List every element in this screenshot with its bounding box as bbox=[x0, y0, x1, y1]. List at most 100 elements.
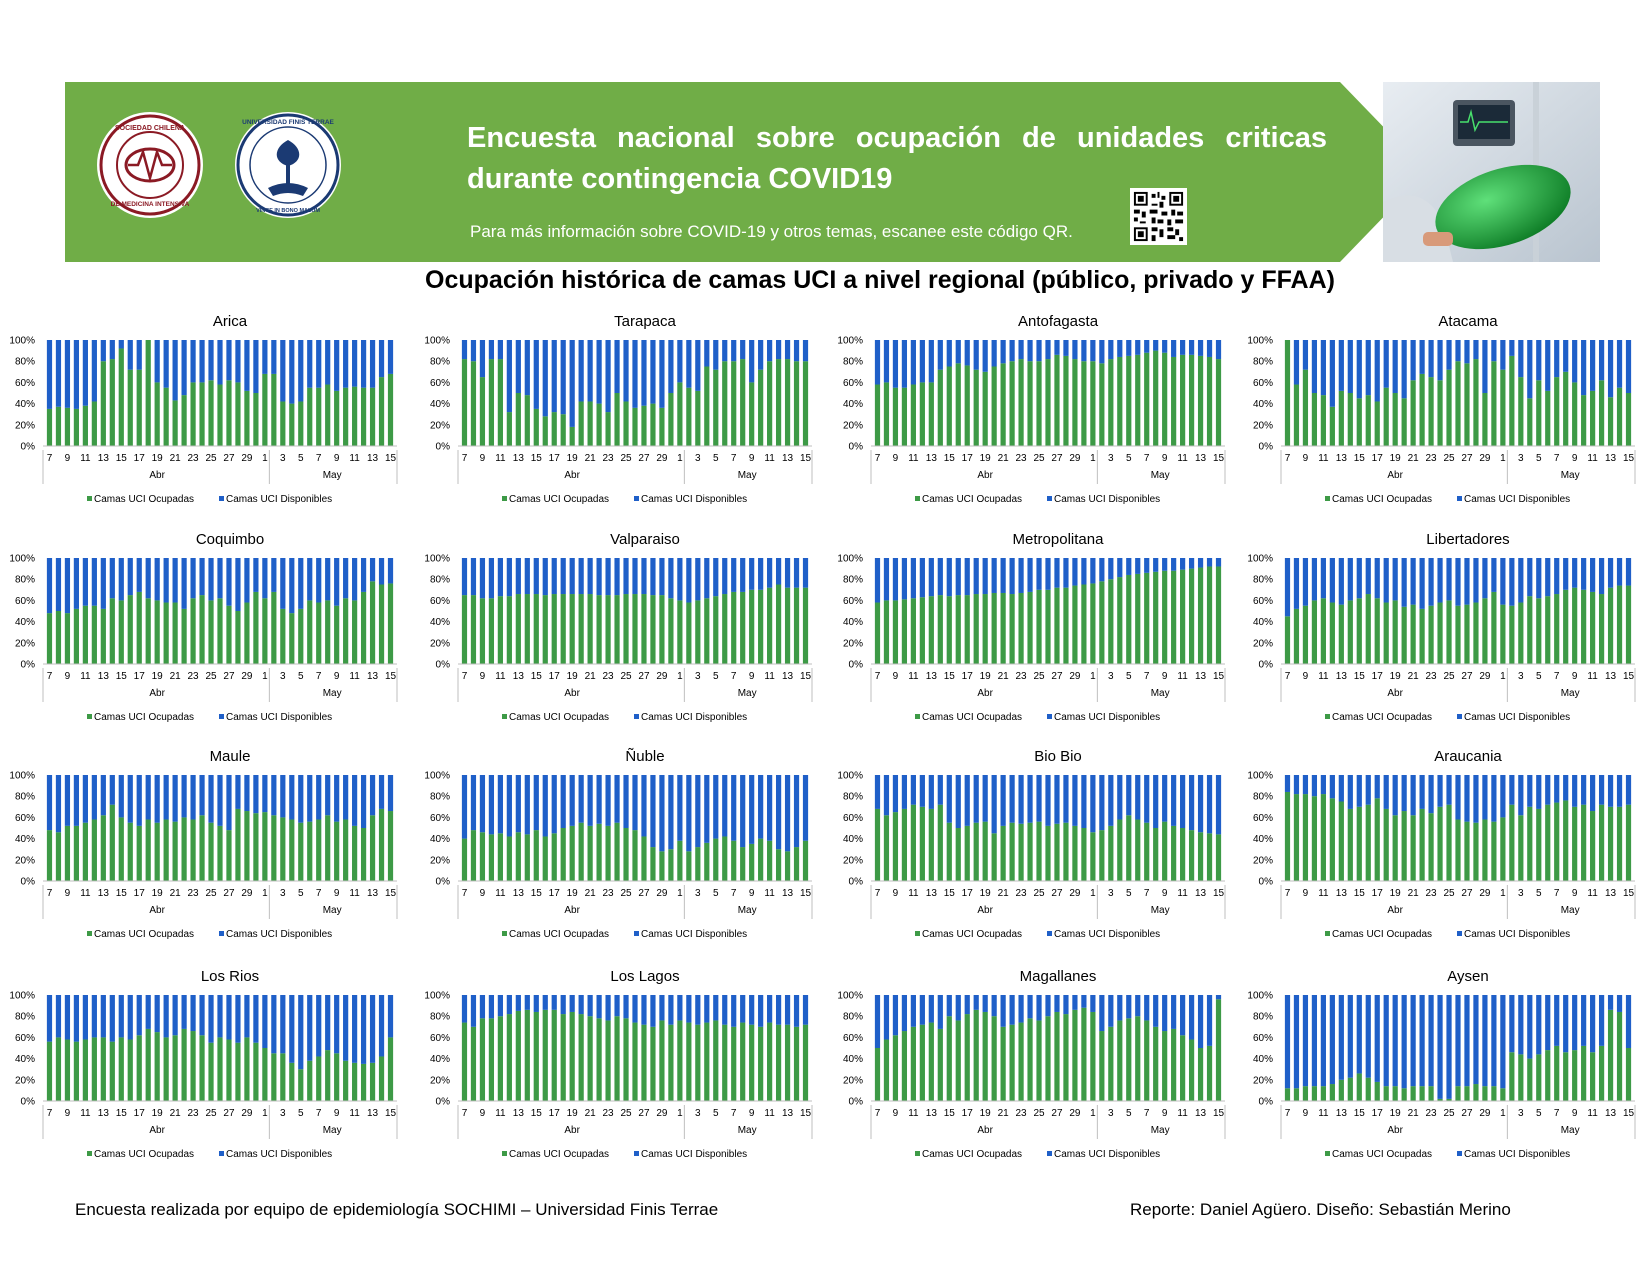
bar-available bbox=[64, 340, 71, 408]
bar-occupied bbox=[1392, 393, 1398, 446]
bar-available bbox=[1365, 995, 1371, 1078]
bar-occupied bbox=[280, 401, 286, 446]
bar-occupied bbox=[1284, 340, 1291, 446]
y-tick-label: 80% bbox=[843, 575, 863, 586]
x-tick-label: 11 bbox=[495, 1108, 506, 1119]
legend-label: Camas UCI Disponibles bbox=[1054, 494, 1160, 505]
bar-occupied bbox=[1383, 808, 1389, 881]
bar-available bbox=[740, 775, 746, 848]
x-tick-label: 9 bbox=[1572, 888, 1578, 899]
x-tick-label: 7 bbox=[316, 1108, 322, 1119]
x-tick-label: 19 bbox=[980, 671, 992, 682]
bar-occupied bbox=[1206, 566, 1213, 664]
x-tick-label: 9 bbox=[1572, 671, 1578, 682]
svg-text:DE MEDICINA INTENSIVA: DE MEDICINA INTENSIVA bbox=[111, 201, 190, 208]
x-tick-label: 15 bbox=[531, 671, 543, 682]
bar-occupied bbox=[722, 1024, 728, 1101]
x-group-label: May bbox=[1561, 470, 1580, 481]
bar-available bbox=[280, 558, 286, 609]
bar-available bbox=[1607, 340, 1614, 398]
bar-available bbox=[623, 558, 629, 595]
bar-available bbox=[1581, 340, 1587, 396]
x-tick-label: 17 bbox=[134, 1108, 146, 1119]
qr-code-icon[interactable] bbox=[1130, 188, 1187, 245]
bar-occupied bbox=[722, 361, 728, 446]
x-tick-label: 29 bbox=[1069, 888, 1081, 899]
bar-available bbox=[641, 558, 647, 595]
bar-available bbox=[775, 558, 782, 585]
x-tick-label: 13 bbox=[98, 1108, 110, 1119]
x-tick-label: 7 bbox=[731, 453, 737, 464]
bar-available bbox=[1320, 340, 1326, 396]
x-tick-label: 21 bbox=[1408, 671, 1420, 682]
bar-occupied bbox=[524, 834, 530, 881]
x-tick-label: 5 bbox=[713, 453, 719, 464]
x-tick-label: 5 bbox=[1536, 671, 1542, 682]
bar-available bbox=[334, 775, 340, 822]
x-tick-label: 21 bbox=[170, 671, 182, 682]
x-tick-label: 29 bbox=[656, 1108, 668, 1119]
bar-occupied bbox=[1284, 1088, 1291, 1101]
bar-available bbox=[1347, 558, 1353, 601]
bar-available bbox=[1428, 340, 1434, 378]
bar-available bbox=[334, 340, 340, 391]
bar-available bbox=[1197, 775, 1204, 833]
bar-occupied bbox=[360, 1063, 367, 1101]
bar-occupied bbox=[262, 812, 268, 881]
legend-label: Camas UCI Ocupadas bbox=[94, 1149, 194, 1160]
x-tick-label: 23 bbox=[1016, 1108, 1028, 1119]
y-tick-label: 60% bbox=[1253, 378, 1273, 389]
x-tick-label: 23 bbox=[603, 453, 615, 464]
bar-available bbox=[1509, 995, 1515, 1053]
bar-occupied bbox=[1374, 798, 1380, 881]
bar-available bbox=[784, 775, 791, 852]
x-tick-label: 7 bbox=[47, 1108, 53, 1119]
bar-occupied bbox=[1108, 579, 1114, 664]
x-tick-label: 11 bbox=[80, 453, 91, 464]
bar-occupied bbox=[605, 1020, 611, 1101]
bar-occupied bbox=[154, 1032, 160, 1101]
bar-occupied bbox=[775, 849, 782, 881]
bar-available bbox=[378, 995, 385, 1057]
bar-occupied bbox=[578, 1014, 584, 1101]
bar-occupied bbox=[1581, 1045, 1587, 1101]
x-tick-label: 7 bbox=[1554, 453, 1560, 464]
bar-available bbox=[1518, 340, 1524, 378]
bar-available bbox=[1215, 340, 1222, 360]
bar-available bbox=[298, 558, 304, 609]
y-tick-label: 80% bbox=[1253, 357, 1273, 368]
x-group-label: Abr bbox=[1387, 1125, 1403, 1136]
bar-available bbox=[154, 340, 160, 383]
bar-occupied bbox=[1536, 598, 1542, 664]
bar-available bbox=[1162, 995, 1168, 1032]
bar-occupied bbox=[883, 600, 890, 664]
x-group-label: Abr bbox=[977, 1125, 993, 1136]
bar-available bbox=[937, 340, 943, 370]
bar-available bbox=[605, 558, 611, 596]
bar-available bbox=[100, 995, 106, 1038]
bar-available bbox=[740, 558, 746, 592]
bar-occupied bbox=[1180, 569, 1186, 664]
y-tick-label: 20% bbox=[1253, 420, 1273, 431]
bar-available bbox=[1018, 558, 1024, 593]
y-tick-label: 20% bbox=[843, 1075, 863, 1086]
bar-available bbox=[325, 558, 331, 601]
bar-occupied bbox=[1329, 798, 1335, 881]
bar-available bbox=[289, 558, 295, 614]
bar-available bbox=[479, 558, 486, 599]
bar-available bbox=[497, 775, 503, 834]
bar-available bbox=[497, 995, 503, 1017]
x-tick-label: 15 bbox=[1623, 453, 1635, 464]
bar-occupied bbox=[1090, 361, 1096, 446]
x-tick-label: 15 bbox=[1354, 1108, 1366, 1119]
bar-occupied bbox=[991, 833, 997, 881]
bar-available bbox=[1206, 995, 1213, 1046]
bar-available bbox=[695, 995, 701, 1025]
banner-info-text: Para más información sobre COVID-19 y ot… bbox=[470, 222, 1073, 241]
bar-occupied bbox=[334, 390, 340, 446]
y-tick-label: 40% bbox=[15, 1054, 35, 1065]
bar-occupied bbox=[172, 821, 178, 881]
x-tick-label: 21 bbox=[170, 453, 182, 464]
x-tick-label: 11 bbox=[349, 1108, 360, 1119]
